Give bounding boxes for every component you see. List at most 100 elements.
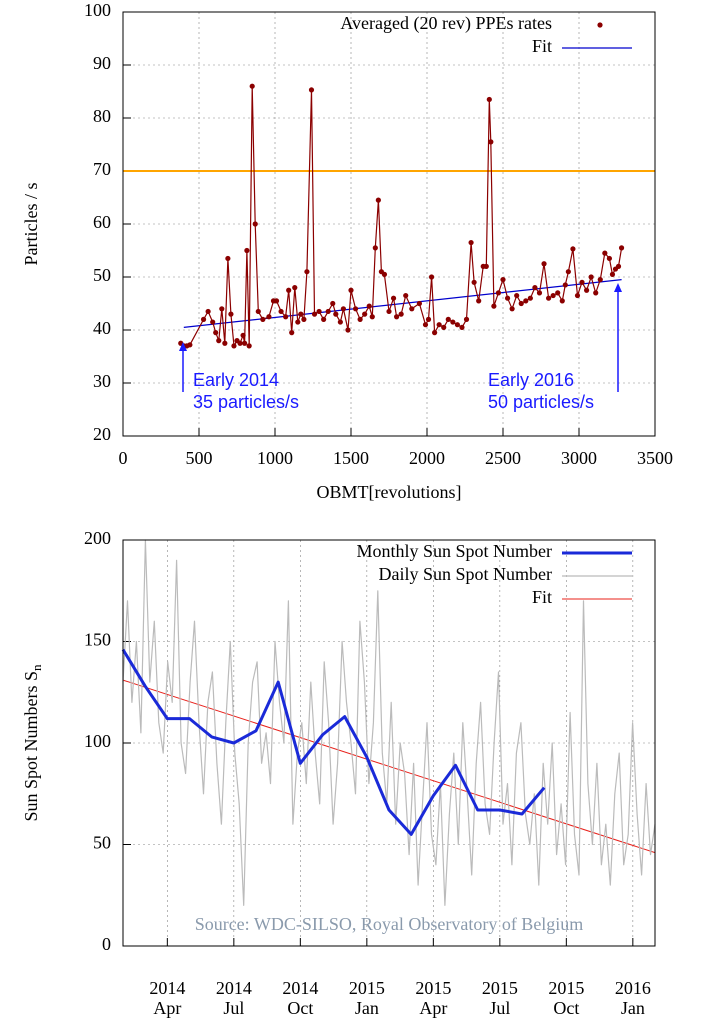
data-point xyxy=(216,338,222,344)
data-point xyxy=(398,311,404,317)
plot-frame xyxy=(122,539,656,947)
annotation: Early 2016 xyxy=(488,370,574,390)
data-point xyxy=(210,319,216,325)
data-point xyxy=(231,343,237,349)
data-point xyxy=(266,314,272,320)
y-axis-label-subscript: n xyxy=(29,664,44,671)
data-point xyxy=(225,255,231,262)
data-point xyxy=(523,298,529,304)
legend-label: Averaged (20 rev) PPEs rates xyxy=(340,13,552,34)
data-point xyxy=(242,340,248,346)
y-tick-label: 30 xyxy=(93,371,111,391)
x-tick-label: 2015 xyxy=(349,978,385,998)
data-point xyxy=(403,292,409,299)
y-axis-label: Particles / s xyxy=(21,183,41,266)
y-tick-label: 40 xyxy=(93,318,111,338)
data-point xyxy=(565,269,571,275)
data-point xyxy=(289,330,295,336)
data-point xyxy=(246,343,252,349)
data-point xyxy=(333,311,339,317)
data-point xyxy=(372,245,378,251)
annotation-arrowhead xyxy=(614,283,622,292)
x-tick-label: 2014 xyxy=(216,978,252,998)
data-point xyxy=(593,290,599,296)
x-tick-label: 2015 xyxy=(548,978,584,998)
data-point xyxy=(366,303,372,309)
data-point xyxy=(550,292,556,299)
data-point xyxy=(345,327,351,333)
data-point xyxy=(219,306,225,312)
data-point xyxy=(292,285,298,291)
data-point xyxy=(450,319,456,325)
data-point xyxy=(308,87,315,93)
data-point xyxy=(278,308,284,315)
data-point xyxy=(244,247,250,254)
data-point xyxy=(514,292,520,299)
data-point xyxy=(428,274,435,280)
data-point xyxy=(286,287,292,293)
x-tick-label: Jan xyxy=(621,998,645,1018)
data-point xyxy=(483,263,489,269)
data-point xyxy=(240,332,246,338)
data-point xyxy=(570,246,576,252)
data-point xyxy=(409,306,415,312)
x-tick-label: Oct xyxy=(287,998,313,1018)
data-point xyxy=(321,316,327,322)
data-point xyxy=(468,239,474,246)
series-line xyxy=(183,279,622,328)
data-point xyxy=(574,292,581,299)
x-tick-label: 2016 xyxy=(615,978,651,998)
data-point xyxy=(602,250,608,256)
data-point xyxy=(348,287,354,293)
data-point xyxy=(422,322,429,328)
data-point xyxy=(559,298,565,304)
data-point xyxy=(325,308,331,315)
data-point xyxy=(536,290,543,296)
data-point xyxy=(330,300,336,307)
annotation-arrowhead xyxy=(179,342,187,351)
data-point xyxy=(187,342,193,348)
data-point xyxy=(436,322,442,328)
data-point xyxy=(337,319,343,325)
y-tick-label: 100 xyxy=(84,0,111,20)
data-point xyxy=(311,311,318,317)
data-point xyxy=(541,261,547,267)
x-tick-label: Oct xyxy=(553,998,579,1018)
series-line xyxy=(122,539,656,906)
data-point xyxy=(425,316,432,322)
data-point xyxy=(597,277,603,283)
x-tick-label: 3000 xyxy=(561,448,597,468)
data-point xyxy=(504,295,511,301)
data-point xyxy=(394,314,400,320)
data-point xyxy=(459,324,465,330)
data-point xyxy=(352,306,359,312)
y-tick-label: 70 xyxy=(93,159,111,179)
data-point xyxy=(432,330,438,336)
data-point xyxy=(615,263,622,269)
data-point xyxy=(381,271,388,277)
data-point xyxy=(609,271,616,277)
data-point xyxy=(471,279,477,285)
data-point xyxy=(488,139,494,145)
annotation: 50 particles/s xyxy=(488,392,594,412)
data-point xyxy=(386,308,392,315)
legend-label: Fit xyxy=(532,587,552,607)
data-point xyxy=(249,83,255,89)
y-tick-label: 150 xyxy=(84,630,111,650)
x-tick-label: 3500 xyxy=(637,448,673,468)
y-tick-label: 100 xyxy=(84,731,111,751)
data-point xyxy=(237,340,243,346)
x-tick-label: 2015 xyxy=(482,978,518,998)
x-tick-label: Jul xyxy=(223,998,244,1018)
data-point xyxy=(200,316,207,322)
data-point xyxy=(532,285,538,291)
legend-label: Daily Sun Spot Number xyxy=(379,564,553,584)
y-tick-label: 20 xyxy=(93,424,111,444)
data-point xyxy=(445,316,451,322)
data-point xyxy=(476,298,482,304)
legend-label: Fit xyxy=(532,36,552,56)
x-tick-label: 0 xyxy=(119,448,128,468)
data-point xyxy=(491,303,497,309)
